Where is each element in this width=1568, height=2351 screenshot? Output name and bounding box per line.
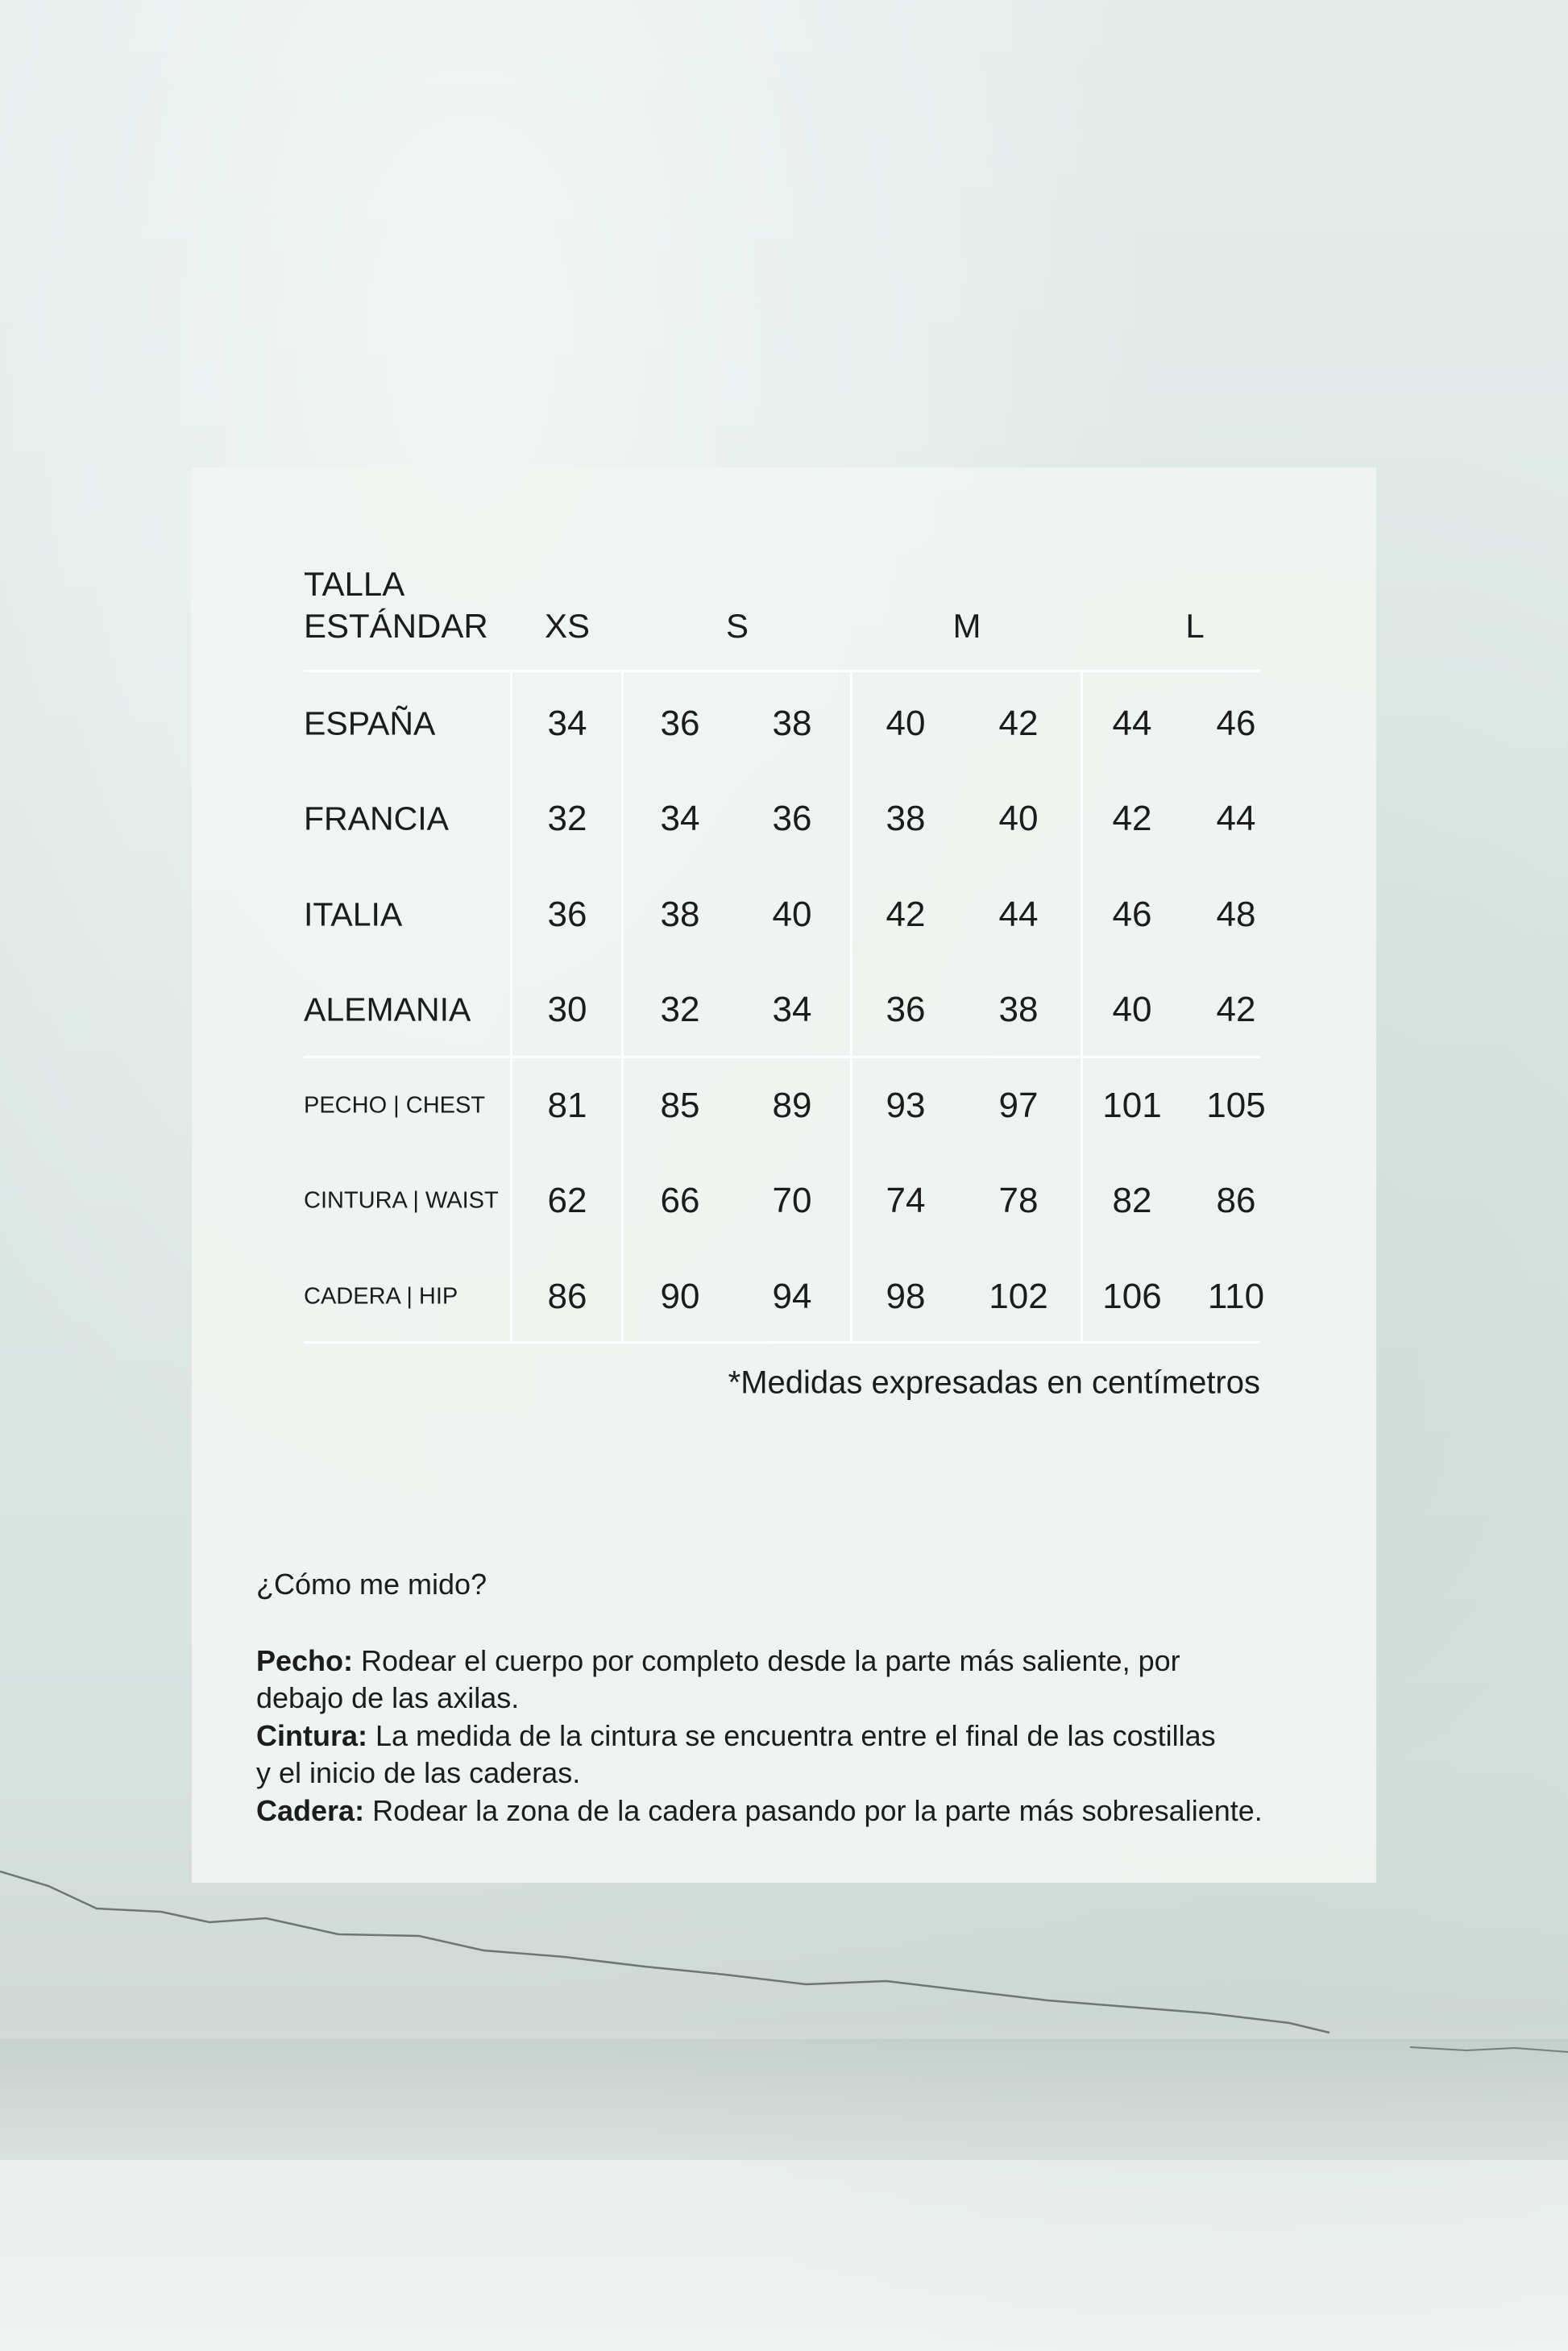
row-label: ALEMANIA [304,991,471,1028]
column-divider [621,671,624,1342]
row-label: PECHO | CHEST [304,1092,486,1119]
table-cell: 44 [1216,799,1256,838]
size-group-l: L [1185,607,1205,645]
table-cell: 74 [886,1181,926,1220]
table-cell: 32 [547,799,587,838]
table-cell: 42 [1216,990,1256,1029]
table-cell: 36 [660,704,700,743]
guide-cadera-line1: Cadera: Rodear la zona de la cadera pasa… [256,1792,1263,1830]
table-cell: 90 [660,1277,700,1316]
section-divider [304,1056,1260,1058]
guide-text: Rodear la zona de la cadera pasando por … [364,1794,1263,1827]
table-cell: 38 [998,990,1039,1029]
table-cell: 42 [998,704,1039,743]
table-cell: 40 [772,895,812,934]
column-divider [510,671,512,1342]
table-cell: 38 [660,895,700,934]
table-cell: 36 [772,799,812,838]
header-estandar: ESTÁNDAR [304,607,488,645]
table-cell: 105 [1206,1086,1266,1125]
guide-pecho-line1: Pecho: Rodear el cuerpo por completo des… [256,1643,1180,1680]
table-cell: 40 [998,799,1039,838]
guide-title: ¿Cómo me mido? [256,1568,487,1601]
header-talla: TALLA [304,565,405,603]
table-cell: 62 [547,1181,587,1220]
bottom-divider [304,1341,1260,1344]
table-cell: 38 [886,799,926,838]
table-cell: 46 [1216,704,1256,743]
table-cell: 86 [547,1277,587,1316]
table-cell: 106 [1102,1277,1162,1316]
table-cell: 40 [886,704,926,743]
table-cell: 44 [998,895,1039,934]
table-cell: 44 [1112,704,1152,743]
guide-text: Rodear el cuerpo por completo desde la p… [353,1644,1180,1677]
column-divider [850,671,852,1342]
units-footnote: *Medidas expresadas en centímetros [728,1364,1260,1401]
table-cell: 98 [886,1277,926,1316]
guide-cintura-line2: y el inicio de las caderas. [256,1756,581,1789]
table-cell: 42 [1112,799,1152,838]
table-cell: 97 [998,1086,1039,1125]
guide-term-pecho: Pecho: [256,1644,354,1677]
guide-term-cintura: Cintura: [256,1719,367,1752]
table-cell: 70 [772,1181,812,1220]
table-cell: 82 [1112,1181,1152,1220]
table-cell: 93 [886,1086,926,1125]
guide-term-cadera: Cadera: [256,1794,365,1827]
table-cell: 36 [886,990,926,1029]
table-cell: 86 [1216,1181,1256,1220]
row-label: ESPAÑA [304,704,436,742]
header-divider [304,670,1260,672]
table-cell: 34 [772,990,812,1029]
table-cell: 46 [1112,895,1152,934]
table-cell: 66 [660,1181,700,1220]
table-cell: 30 [547,990,587,1029]
table-cell: 102 [989,1277,1048,1316]
table-cell: 81 [547,1086,587,1125]
row-label: FRANCIA [304,800,449,837]
table-cell: 101 [1102,1086,1162,1125]
column-divider [1081,671,1083,1342]
table-cell: 32 [660,990,700,1029]
table-cell: 38 [772,704,812,743]
table-cell: 36 [547,895,587,934]
table-cell: 94 [772,1277,812,1316]
table-cell: 48 [1216,895,1256,934]
table-cell: 42 [886,895,926,934]
size-group-s: S [725,607,749,645]
guide-cintura-line1: Cintura: La medida de la cintura se encu… [256,1718,1216,1755]
table-cell: 34 [547,704,587,743]
table-cell: 110 [1207,1277,1265,1316]
table-cell: 34 [660,799,700,838]
guide-text: La medida de la cintura se encuentra ent… [367,1719,1216,1752]
size-chart-card [192,467,1376,1883]
size-group-xs: XS [544,607,591,645]
table-cell: 89 [772,1086,812,1125]
row-label: CINTURA | WAIST [304,1187,499,1214]
guide-pecho-line2: debajo de las axilas. [256,1681,520,1714]
table-cell: 40 [1112,990,1152,1029]
row-label: ITALIA [304,895,403,933]
table-cell: 85 [660,1086,700,1125]
size-group-m: M [952,607,981,645]
row-label: CADERA | HIP [304,1283,458,1310]
table-cell: 78 [998,1181,1039,1220]
